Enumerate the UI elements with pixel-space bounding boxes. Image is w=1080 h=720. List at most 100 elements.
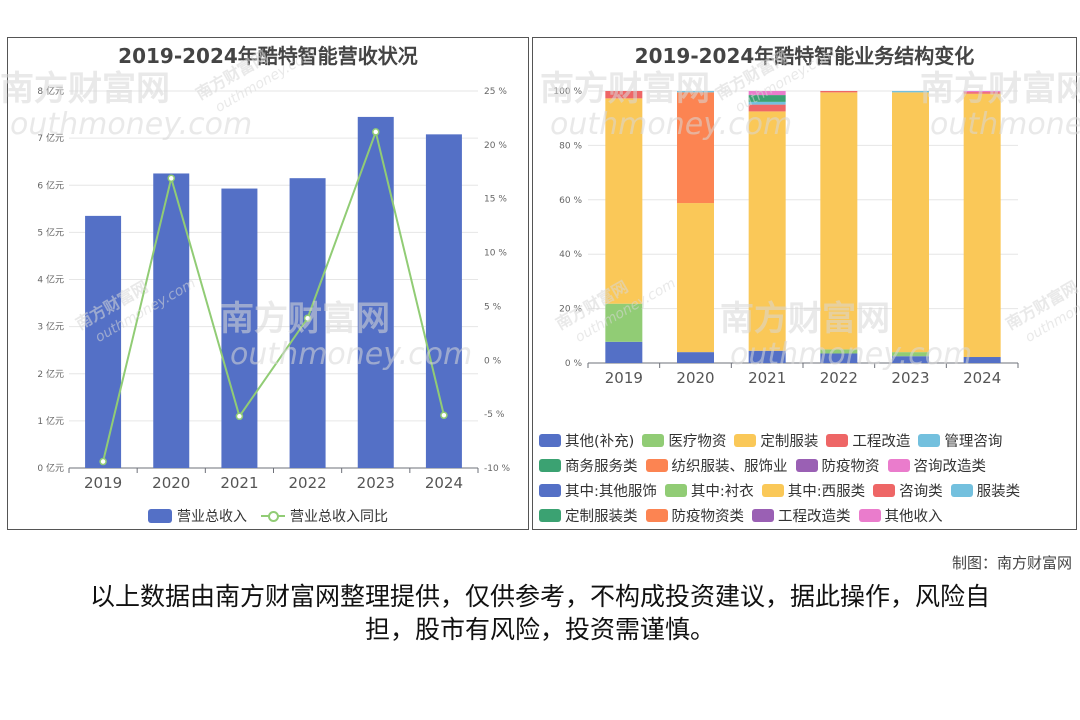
legend-item[interactable]: 医疗物资 [642, 430, 726, 450]
legend-item[interactable]: 定制服装类 [539, 505, 638, 525]
stack-segment [820, 349, 858, 354]
revenue-yoy-point [303, 314, 312, 323]
legend-swatch [734, 433, 757, 447]
business-structure-panel: 2019-2024年酷特智能业务结构变化 0 % 20 % 40 % 60 % 80 %… [532, 37, 1077, 530]
disclaimer-text: 以上数据由南方财富网整理提供，仅供参考，不构成投资建议，据此操作，风险自担，股市… [89, 582, 990, 644]
stack-segment [677, 92, 714, 204]
legend-swatch [795, 458, 818, 472]
revenue-yoy-line [102, 128, 445, 462]
stack-segment [748, 350, 786, 363]
y-left-tick-label: 6 亿元 [37, 179, 64, 191]
legend-item-revenue-yoy[interactable]: 营业总收入同比 [261, 506, 388, 526]
stack-segment [677, 203, 714, 353]
legend-swatch [539, 508, 561, 522]
legend-swatch-revenue-yoy [261, 509, 285, 523]
legend-swatch [539, 433, 561, 447]
legend-item[interactable]: 管理咨询 [918, 430, 1002, 450]
y-right-tick-label: 20 % [484, 141, 507, 151]
revenue-bar [357, 116, 394, 468]
revenue-chart: 0 亿元 1 亿元 2 亿元 3 亿元 4 亿元 5 亿元 6 亿元 7 亿元 8 亿元 -10 … [37, 85, 511, 492]
legend-item[interactable]: 防疫物资类 [645, 505, 745, 525]
legend-swatch [950, 483, 973, 497]
legend-item-revenue[interactable]: 营业总收入 [148, 506, 247, 526]
legend-item[interactable]: 防疫物资 [795, 455, 880, 475]
x-tick-label: 2019 [605, 369, 643, 387]
y-left-tick-label: 5 亿元 [37, 226, 64, 238]
stack-segment [748, 111, 786, 351]
legend-item[interactable]: 纺织服装、服饰业 [645, 455, 788, 475]
y-right-tick-label: 15 % [484, 195, 507, 205]
x-tick-label: 2021 [748, 369, 786, 387]
chart-credit: 制图：南方财富网 [951, 554, 1072, 572]
y-left-tick-label: 0 亿元 [37, 462, 64, 474]
y-tick-label: 100 % [553, 87, 582, 97]
revenue-bar [289, 178, 326, 468]
legend-item[interactable]: 其中:西服类 [761, 480, 865, 500]
x-tick-label: 2019 [84, 474, 122, 492]
legend-item[interactable]: 工程改造 [826, 430, 910, 450]
business-structure-title: 2019-2024年酷特智能业务结构变化 [634, 44, 975, 68]
legend-item[interactable]: 咨询改造类 [887, 455, 986, 475]
stack-segment [963, 92, 1001, 94]
stack-segment [605, 341, 643, 363]
revenue-chart-panel: 2019-2024年酷特智能营收状况 0 亿元 1 亿元 2 亿元 3 亿元 4 亿元 5… [7, 37, 529, 530]
revenue-bar [221, 188, 258, 468]
legend-label: 服装类 [976, 483, 1021, 500]
legend-item[interactable]: 其中:其他服饰 [539, 480, 657, 500]
legend-item[interactable]: 商务服务类 [539, 455, 638, 475]
legend-swatch [887, 458, 910, 472]
legend-label: 其中:其他服饰 [565, 483, 657, 500]
legend-swatch [858, 508, 881, 522]
stack-segment [605, 98, 643, 304]
legend-item[interactable]: 定制服装 [734, 430, 818, 450]
y-left-tick-label: 7 亿元 [37, 132, 64, 144]
y-right-tick-label: -10 % [484, 464, 511, 474]
revenue-yoy-point [235, 412, 244, 421]
x-tick-label: 2022 [288, 474, 326, 492]
legend-label: 其中:衬衣 [690, 483, 754, 500]
legend-label: 定制服装类 [565, 508, 638, 525]
y-right-tick-label: 0 % [484, 356, 502, 366]
legend-label: 工程改造 [852, 433, 911, 450]
legend-swatch [918, 433, 941, 447]
stack-segment [748, 101, 786, 105]
legend-label: 商务服务类 [565, 458, 638, 475]
legend-item[interactable]: 工程改造类 [752, 505, 851, 525]
legend-item[interactable]: 服装类 [950, 480, 1021, 500]
business-structure-legend: 其他(补充) 医疗物资 定制服装 工程改造 管理咨询 商务服务类 纺织服装、服饰业 防疫物资咨… [539, 430, 1072, 525]
stack-segment [748, 95, 786, 102]
stack-segment [892, 352, 929, 357]
legend-label: 其他(补充) [565, 433, 635, 450]
revenue-yoy-point [440, 411, 448, 419]
legend-label: 其他收入 [884, 508, 943, 525]
x-tick-label: 2024 [963, 369, 1001, 387]
x-tick-label: 2024 [425, 474, 463, 492]
y-right-tick-label: 10 % [484, 249, 507, 259]
business-structure-chart: 0 % 20 % 40 % 60 % 80 % 100 % 2019 2020 2021 2022… [553, 87, 1019, 387]
x-tick-label: 2020 [152, 474, 190, 492]
stack-segment [748, 91, 786, 96]
stack-segment [820, 353, 858, 363]
revenue-chart-title: 2019-2024年酷特智能营收状况 [118, 44, 418, 68]
legend-item[interactable]: 咨询类 [873, 480, 943, 500]
legend-label: 定制服装 [760, 433, 819, 450]
legend-label: 防疫物资类 [671, 508, 745, 525]
legend-item[interactable]: 其他收入 [858, 505, 943, 525]
legend-item[interactable]: 其中:衬衣 [664, 480, 754, 500]
legend-item[interactable]: 其他(补充) [539, 430, 634, 450]
stack-segment [820, 91, 858, 93]
legend-swatch [664, 483, 687, 497]
legend-label: 医疗物资 [668, 433, 727, 450]
stack-segment [820, 92, 858, 350]
x-tick-label: 2023 [357, 474, 395, 492]
y-right-tick-label: 5 % [484, 302, 502, 312]
legend-label: 管理咨询 [944, 433, 1003, 450]
stack-segment [605, 303, 643, 342]
x-tick-label: 2022 [820, 369, 858, 387]
legend-swatch [642, 433, 665, 447]
legend-swatch [752, 508, 774, 522]
x-tick-label: 2023 [891, 369, 929, 387]
legend-label: 工程改造类 [778, 508, 851, 525]
stack-segment [605, 91, 643, 99]
stack-segment [892, 356, 929, 363]
